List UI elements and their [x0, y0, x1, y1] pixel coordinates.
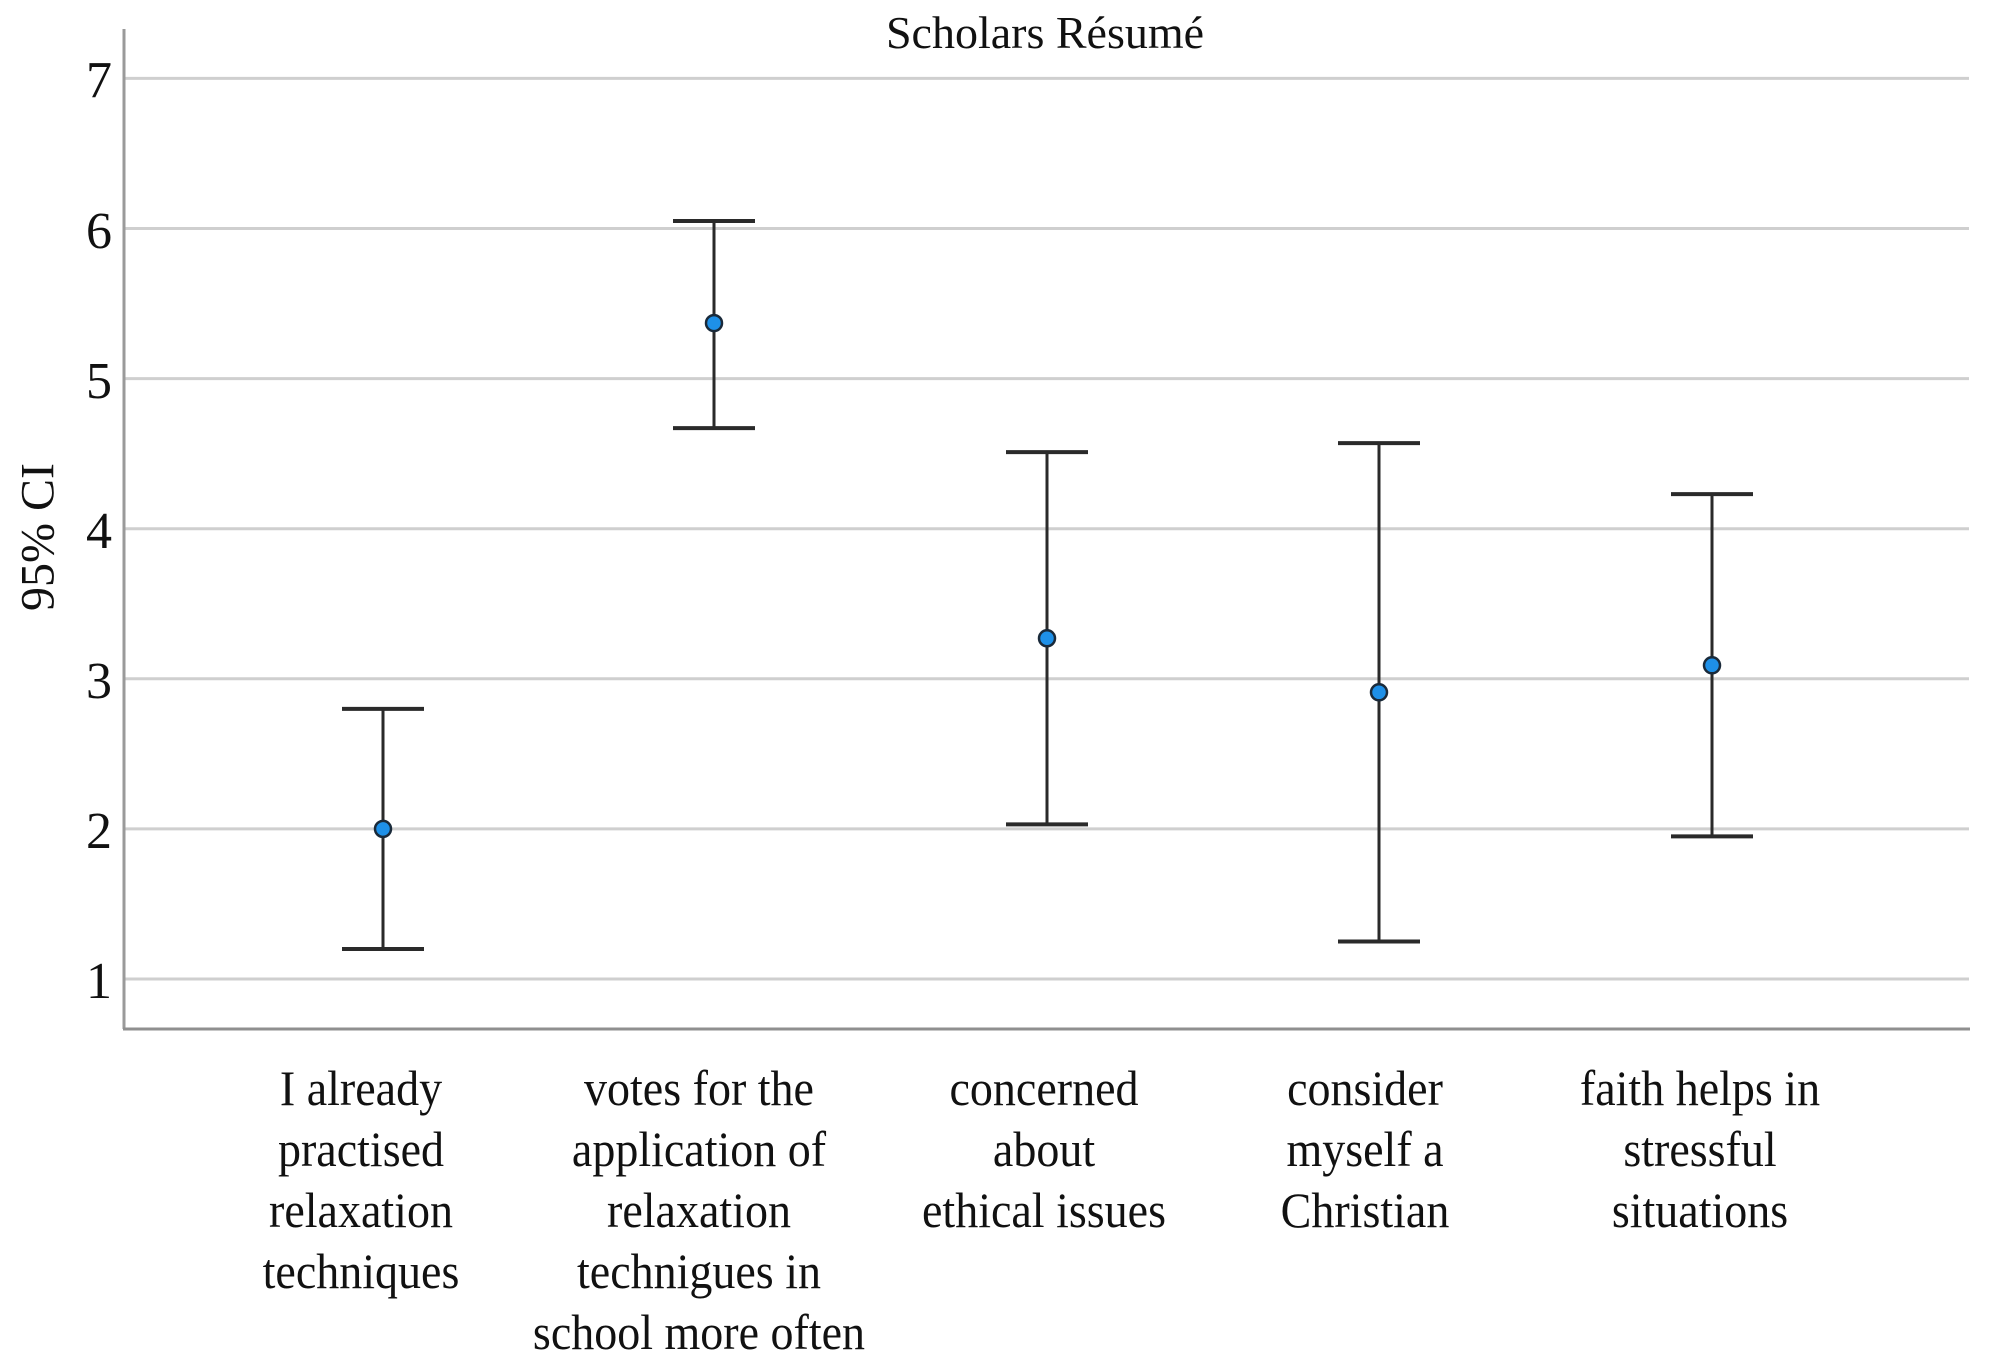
- error-bar: [1006, 450, 1088, 827]
- error-bar: [1671, 492, 1753, 839]
- y-tick-label: 6: [86, 202, 112, 260]
- error-bars: [342, 218, 1753, 951]
- x-tick-label: I already practised relaxation technique…: [262, 1060, 460, 1299]
- mean-marker: [1037, 629, 1057, 648]
- y-tick-label: 1: [86, 953, 112, 1010]
- x-tick-label: consider myself a Christian: [1280, 1060, 1450, 1238]
- error-bar: [673, 218, 755, 431]
- x-tick-label: concerned about ethical issues: [921, 1060, 1167, 1238]
- y-tick-label: 7: [86, 52, 112, 110]
- error-bar: [1338, 441, 1420, 944]
- x-tick-label: votes for the application of relaxation …: [532, 1060, 866, 1360]
- y-tick-label: 3: [86, 652, 112, 710]
- mean-marker: [1369, 683, 1389, 702]
- error-bar: [342, 706, 424, 951]
- y-tick-label: 5: [86, 352, 112, 410]
- mean-marker: [704, 313, 724, 333]
- x-tick-label: faith helps in stressful situations: [1579, 1060, 1821, 1238]
- mean-marker: [373, 819, 393, 839]
- chart-title: Scholars Résumé: [885, 7, 1205, 58]
- y-tick-label: 4: [86, 502, 112, 560]
- y-tick-label: 2: [86, 802, 112, 860]
- mean-marker: [1702, 656, 1722, 675]
